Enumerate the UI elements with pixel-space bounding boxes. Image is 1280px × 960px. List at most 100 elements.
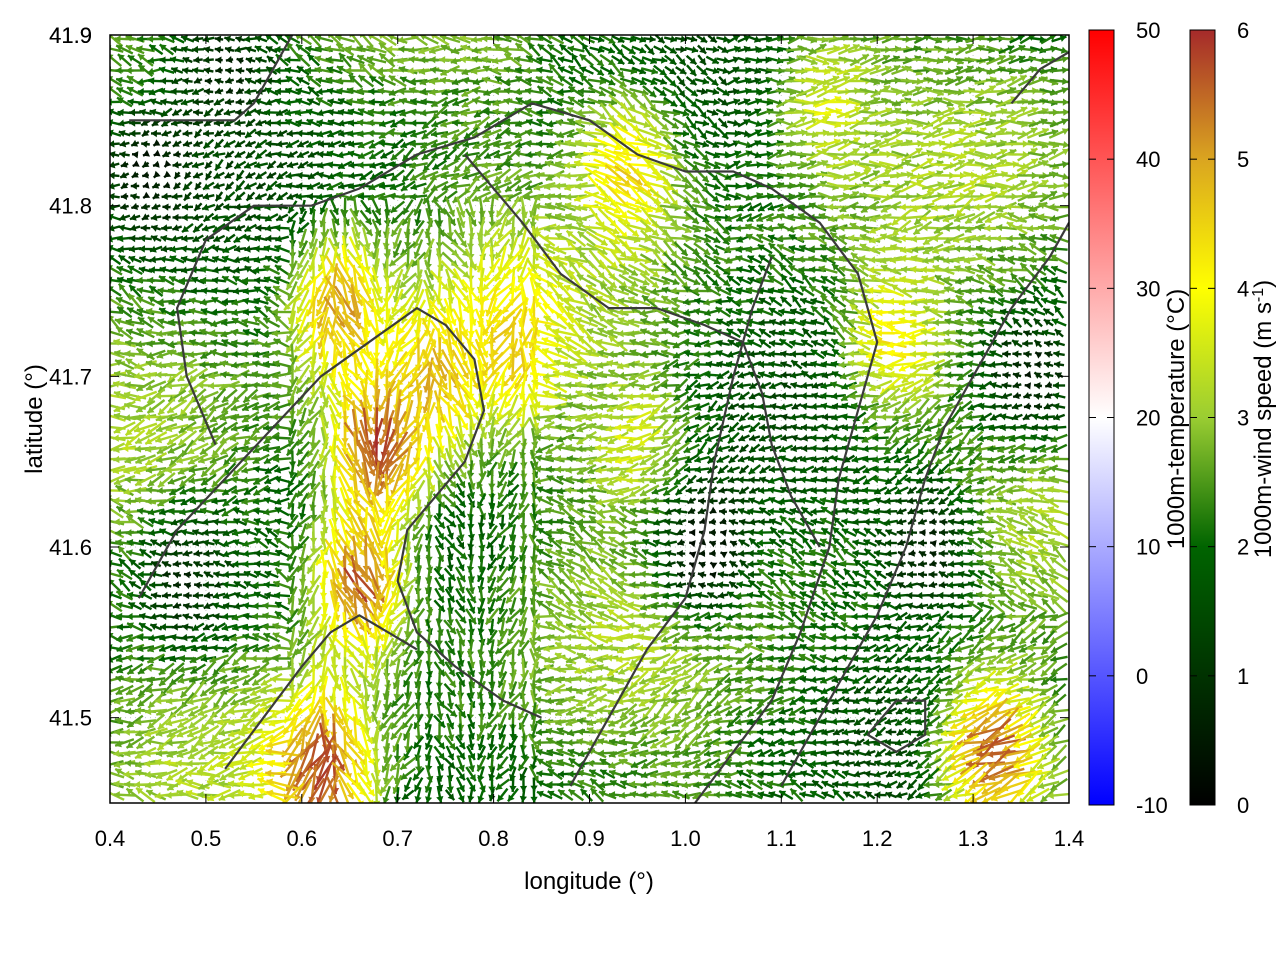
wind-vector [916,592,928,599]
wind-vector [203,581,214,588]
wind-vector [885,539,897,546]
wind-vector [719,508,727,515]
wind-vector [1002,382,1012,389]
wind-vector [225,172,235,179]
wind-vector [213,235,224,242]
wind-vector [769,424,781,431]
wind-vector [107,130,121,137]
wind-vector [256,150,267,159]
wind-vector [216,192,223,201]
wind-vector [885,529,896,536]
wind-vector [688,519,695,526]
wind-vector [215,160,222,171]
wind-vector [674,497,688,504]
wind-vector [906,467,919,474]
wind-vector [776,161,797,168]
wind-vector [245,141,255,148]
wind-vector [457,515,465,528]
wind-vector [225,151,233,158]
wind-vector [1012,330,1023,337]
wind-vector [792,296,800,308]
wind-vector [235,130,245,137]
wind-vector [676,581,686,588]
wind-vector [172,550,183,557]
wind-vector [193,224,202,232]
wind-vector [695,466,710,473]
wind-vector [719,497,727,503]
wind-vector [203,56,214,63]
wind-vector [224,266,236,273]
wind-vector [173,161,182,168]
wind-vector [134,392,156,402]
wind-vector [1034,296,1043,307]
wind-vector [940,561,948,568]
wind-vector [174,182,181,189]
wind-vector [719,77,727,85]
wind-vector [906,592,917,599]
wind-vector [445,505,455,518]
wind-vector [129,256,142,263]
wind-vector [182,67,193,74]
wind-vector [107,286,121,295]
wind-vector [1045,392,1053,399]
wind-vector [170,56,184,63]
wind-vector [728,476,739,483]
wind-vector [1034,373,1041,379]
wind-vector [275,498,290,505]
wind-vector [130,214,140,221]
wind-vector [444,149,456,160]
wind-vector [454,269,468,293]
wind-vector [183,603,192,610]
wind-vector [677,539,684,546]
wind-vector [687,65,696,76]
wind-vector [697,66,707,75]
wind-vector [939,581,948,588]
wind-vector [192,151,204,158]
wind-vector [275,151,288,158]
wind-vector [939,498,948,505]
wind-vector [710,563,717,569]
wind-vector [257,183,266,189]
wind-vector [214,99,224,105]
wind-vector [696,476,707,483]
wind-vector [161,235,173,242]
wind-vector [1001,393,1012,400]
wind-vector [173,151,180,158]
wind-vector [255,140,266,148]
wind-vector [132,151,138,158]
wind-vector [706,130,720,137]
wind-vector [897,539,905,546]
wind-vector [255,57,266,64]
wind-vector [246,120,255,127]
wind-vector [171,46,184,53]
wind-vector [729,582,737,589]
wind-vector [698,487,707,494]
wind-vector [225,67,234,74]
wind-vector [677,550,685,557]
wind-vector [119,559,130,570]
wind-vector [308,172,319,179]
wind-vector [215,109,223,116]
wind-vector [698,571,706,578]
wind-vector [120,140,130,147]
wind-vector [204,109,213,117]
wind-vector [204,602,214,609]
wind-vector [1034,361,1041,368]
wind-vector [1053,414,1064,421]
wind-vector [728,403,739,410]
wind-vector [1044,340,1053,347]
wind-vector [246,57,255,64]
wind-vector [307,161,321,168]
wind-vector [707,77,718,86]
wind-vector [204,572,213,578]
wind-vector [1050,255,1068,264]
wind-vector [781,382,791,389]
wind-vector [235,46,246,53]
wind-vector [256,172,267,179]
wind-vector [183,182,192,190]
wind-vector [1023,413,1032,419]
wind-vector [1052,424,1067,431]
wind-vector [719,118,728,127]
wind-vector [738,476,751,483]
wind-vector [918,571,927,578]
